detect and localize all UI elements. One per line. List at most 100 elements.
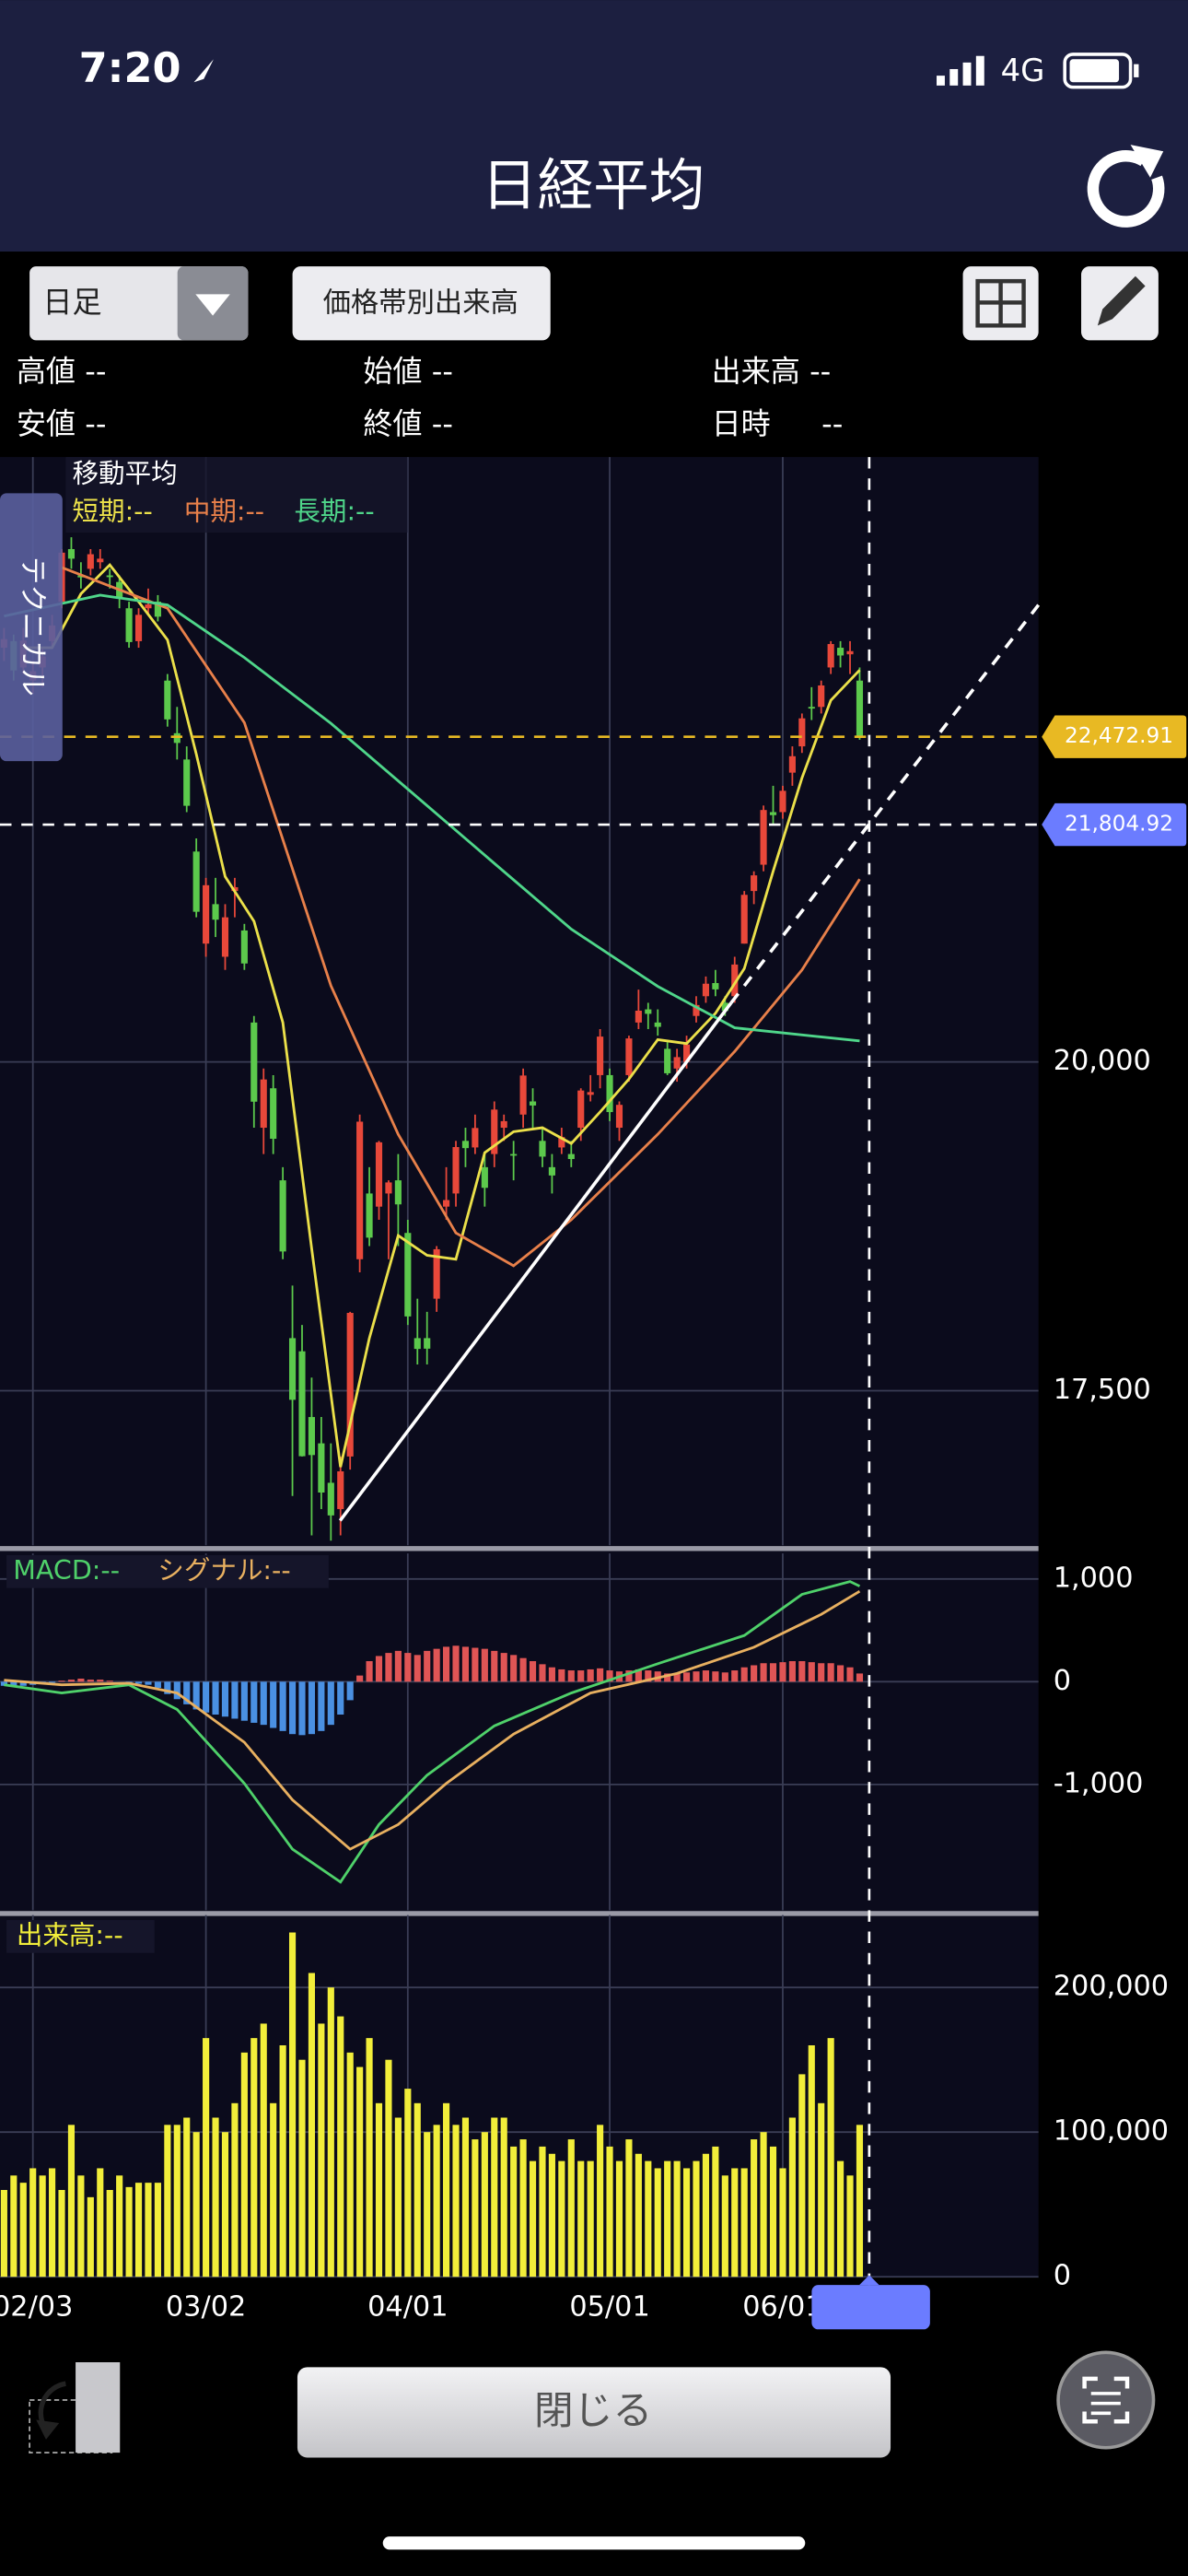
draw-button[interactable]	[1081, 266, 1159, 341]
candle-body	[164, 680, 171, 720]
volume-bar	[567, 2139, 575, 2277]
volume-bar	[318, 2023, 325, 2277]
candle-body	[587, 1092, 594, 1095]
histogram-bar	[192, 1681, 200, 1710]
histogram-bar	[827, 1663, 834, 1682]
candle-body	[443, 1200, 450, 1207]
volume-bar	[769, 2146, 777, 2277]
candle-body	[125, 608, 133, 642]
histogram-bar	[164, 1681, 171, 1694]
histogram-bar	[346, 1681, 354, 1701]
histogram-bar	[500, 1653, 507, 1682]
y-tick-label: -1,000	[1054, 1767, 1144, 1799]
y-tick-label: 17,500	[1054, 1374, 1151, 1406]
volume-bar	[97, 2168, 104, 2277]
histogram-bar	[682, 1672, 691, 1682]
info-datetime-value: --	[821, 406, 843, 441]
header-title: 日経平均	[482, 154, 705, 218]
histogram-bar	[77, 1678, 85, 1682]
candle-body	[606, 1074, 613, 1113]
y-tick-label: 20,000	[1054, 1045, 1151, 1077]
legend-bg	[65, 457, 408, 533]
volume-bar	[682, 2168, 691, 2277]
histogram-bar	[635, 1669, 642, 1682]
histogram-bar	[645, 1670, 652, 1682]
candle-body	[712, 983, 719, 989]
volume-bar	[404, 2089, 412, 2277]
candle-body	[769, 812, 777, 815]
volume-bar	[288, 1932, 297, 2277]
status-network: 4G	[1001, 53, 1045, 88]
volume-profile-button[interactable]	[292, 266, 551, 341]
histogram-bar	[58, 1680, 65, 1682]
histogram-bar	[751, 1665, 758, 1682]
candle-body	[250, 1022, 258, 1102]
refresh-button[interactable]	[1087, 145, 1165, 228]
line-series	[4, 1580, 861, 1884]
ma-legend-long: 長期:--	[294, 497, 374, 527]
candle-body	[760, 810, 767, 865]
histogram-bar	[87, 1680, 94, 1682]
candle-body	[539, 1141, 546, 1157]
candle-body	[625, 1038, 633, 1075]
histogram-bar	[240, 1681, 248, 1721]
volume-bar	[837, 2160, 844, 2277]
candle-body	[798, 718, 806, 747]
histogram-bar	[567, 1670, 575, 1682]
histogram-bar	[519, 1657, 527, 1682]
volume-bar	[424, 2132, 431, 2277]
volume-bar	[58, 2190, 65, 2277]
layout-button[interactable]	[962, 266, 1039, 341]
candle-body	[106, 575, 113, 578]
volume-bar	[702, 2153, 710, 2277]
volume-bar	[183, 2117, 191, 2277]
candle-body	[491, 1109, 498, 1154]
candle-body	[173, 732, 181, 744]
candle-body	[548, 1166, 555, 1176]
volume-bar	[625, 2139, 633, 2277]
histogram-bar	[818, 1663, 825, 1682]
histogram-bar	[49, 1681, 56, 1683]
header-bg	[0, 0, 1188, 252]
candle-body	[837, 648, 844, 656]
candle-body	[721, 1002, 728, 1012]
candle-body	[270, 1088, 277, 1140]
histogram-bar	[491, 1650, 498, 1682]
histogram-bar	[788, 1661, 796, 1682]
technical-tab[interactable]	[0, 493, 63, 762]
histogram-bar	[693, 1671, 700, 1682]
volume-bar	[693, 2160, 700, 2277]
candle-body	[702, 983, 710, 997]
volume-bar	[260, 2023, 267, 2277]
status-time: 7:20	[79, 44, 181, 92]
share-button[interactable]	[29, 2361, 121, 2454]
volume-bar	[270, 2102, 277, 2277]
scan-button[interactable]	[1056, 2350, 1156, 2450]
x-tick-label: 05/01	[569, 2291, 649, 2324]
candle-body	[298, 1351, 306, 1457]
candle-body	[183, 759, 191, 806]
period-select[interactable]	[29, 266, 249, 341]
histogram-bar	[721, 1672, 728, 1682]
histogram-bar	[10, 1681, 17, 1687]
volume-bar	[827, 2038, 834, 2277]
candle-body	[664, 1048, 671, 1073]
histogram-bar	[740, 1667, 748, 1682]
volume-bar	[337, 2016, 344, 2277]
candle-body	[577, 1090, 585, 1129]
volume-bar	[500, 2117, 507, 2277]
volume-bar	[67, 2125, 76, 2277]
ma-legend-title: 移動平均	[73, 459, 178, 489]
close-button[interactable]	[297, 2367, 891, 2458]
line-series	[4, 593, 860, 1043]
volume-bar	[29, 2168, 37, 2277]
histogram-bar	[173, 1681, 181, 1700]
histogram-bar	[760, 1663, 767, 1682]
histogram-bar	[0, 1681, 7, 1686]
candle-body	[145, 604, 152, 609]
volume-bar	[443, 2102, 450, 2277]
volume-bar	[173, 2125, 181, 2277]
histogram-bar	[702, 1670, 710, 1682]
volume-bar	[635, 2153, 642, 2277]
